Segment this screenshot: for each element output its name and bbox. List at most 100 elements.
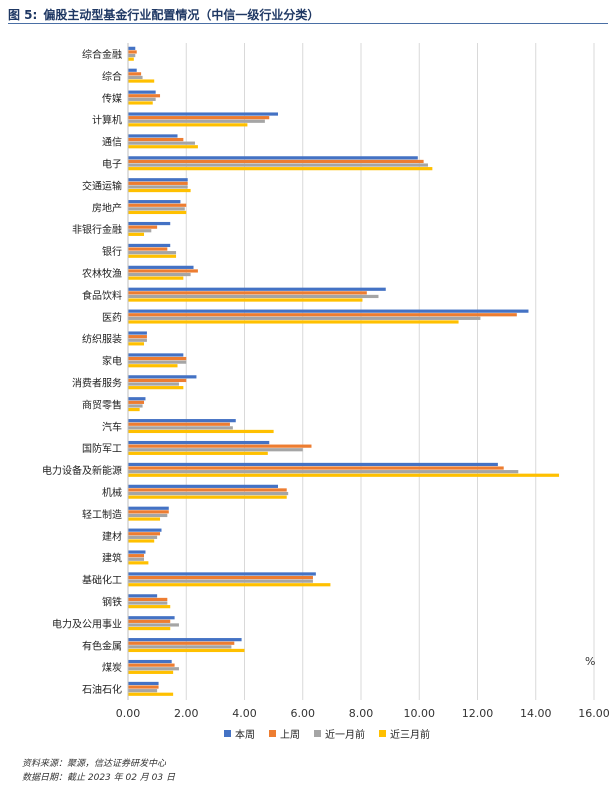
bar	[128, 517, 161, 521]
bar	[128, 207, 185, 211]
bar	[128, 203, 187, 207]
bar	[128, 163, 428, 167]
bar	[128, 200, 181, 204]
bar	[128, 94, 161, 98]
bar	[128, 46, 136, 50]
bar	[128, 291, 367, 295]
bar	[128, 320, 459, 324]
bar	[128, 550, 146, 554]
bar	[128, 364, 178, 368]
category-label: 家电	[102, 355, 122, 368]
category-label: 建筑	[102, 552, 122, 565]
legend-swatch	[379, 730, 386, 737]
bar	[128, 185, 188, 189]
category-label: 电子	[102, 157, 122, 170]
bar	[128, 382, 179, 386]
bar	[128, 353, 184, 357]
bar	[128, 116, 270, 120]
bar	[128, 181, 188, 185]
bar	[128, 601, 168, 605]
category-label: 交通运输	[82, 179, 122, 192]
bar	[128, 532, 161, 536]
category-label: 国防军工	[82, 442, 122, 455]
source-text: 资料来源：聚源，信达证券研发中心	[22, 759, 167, 769]
bar	[128, 444, 312, 448]
bar	[128, 141, 195, 145]
bar	[128, 123, 248, 127]
bar	[128, 287, 386, 291]
bar	[128, 426, 233, 430]
category-label: 石油石化	[82, 683, 122, 696]
bar	[128, 225, 158, 229]
figure-label: 图 5:	[8, 8, 38, 22]
bar	[128, 97, 156, 101]
bar	[128, 685, 159, 689]
bar	[128, 510, 169, 514]
bar	[128, 448, 303, 452]
x-tick-label: 2.00	[174, 707, 199, 720]
bar	[128, 594, 158, 598]
x-tick-label: 14.00	[520, 707, 552, 720]
x-tick-label: 12.00	[462, 707, 494, 720]
x-tick-label: 16.00	[578, 707, 610, 720]
bar	[128, 229, 152, 233]
bar	[128, 659, 172, 664]
category-label: 汽车	[102, 420, 122, 433]
bar	[128, 484, 278, 488]
bar	[128, 583, 331, 587]
bar	[128, 407, 140, 412]
bar	[128, 309, 529, 313]
bar	[128, 247, 168, 251]
bar	[128, 159, 424, 164]
bar	[128, 342, 145, 346]
category-label: 轻工制造	[82, 508, 122, 521]
bar	[128, 356, 187, 361]
bar	[128, 619, 171, 623]
bar	[128, 404, 143, 408]
bar	[128, 72, 142, 76]
x-tick-label: 4.00	[232, 707, 257, 720]
category-label: 医药	[102, 312, 122, 324]
bar	[128, 689, 158, 693]
category-label: 电力及公用事业	[52, 617, 122, 630]
bar	[128, 68, 137, 72]
date-text: 数据日期：截止 2023 年 02 月 03 日	[22, 773, 175, 783]
bar	[128, 375, 197, 379]
bar	[128, 462, 498, 467]
bar	[128, 298, 363, 302]
bar	[128, 313, 517, 317]
bar	[128, 134, 178, 138]
bar	[128, 623, 179, 627]
bar	[128, 466, 504, 470]
bar	[128, 57, 134, 61]
bar	[128, 75, 143, 80]
bar	[128, 397, 146, 401]
category-label: 有色金属	[82, 639, 122, 652]
legend-label: 近三月前	[390, 730, 430, 741]
bar	[128, 473, 560, 477]
bar	[128, 561, 149, 565]
category-label: 纺织服装	[82, 333, 122, 346]
category-label: 综合	[102, 70, 122, 83]
category-label: 基础化工	[82, 574, 122, 587]
bar	[128, 429, 274, 434]
category-label: 商贸零售	[82, 398, 122, 411]
bar	[128, 378, 187, 383]
bar	[128, 638, 242, 642]
bar	[128, 440, 270, 445]
bar	[128, 470, 519, 474]
bar	[128, 575, 313, 580]
x-tick-label: 10.00	[404, 707, 436, 720]
bar	[128, 535, 158, 539]
figure-title: 偏股主动型基金行业配置情况（中信一级行业分类）	[43, 8, 320, 22]
legend-item-one-month-ago: 近一月前	[314, 726, 365, 741]
bar	[128, 400, 145, 404]
bar	[128, 670, 174, 674]
unit-label: %	[585, 655, 596, 668]
category-label: 建材	[102, 530, 122, 543]
bar	[128, 605, 171, 609]
bar	[128, 663, 175, 667]
bar	[128, 119, 265, 123]
category-label: 传媒	[102, 93, 122, 105]
bar	[128, 667, 179, 671]
